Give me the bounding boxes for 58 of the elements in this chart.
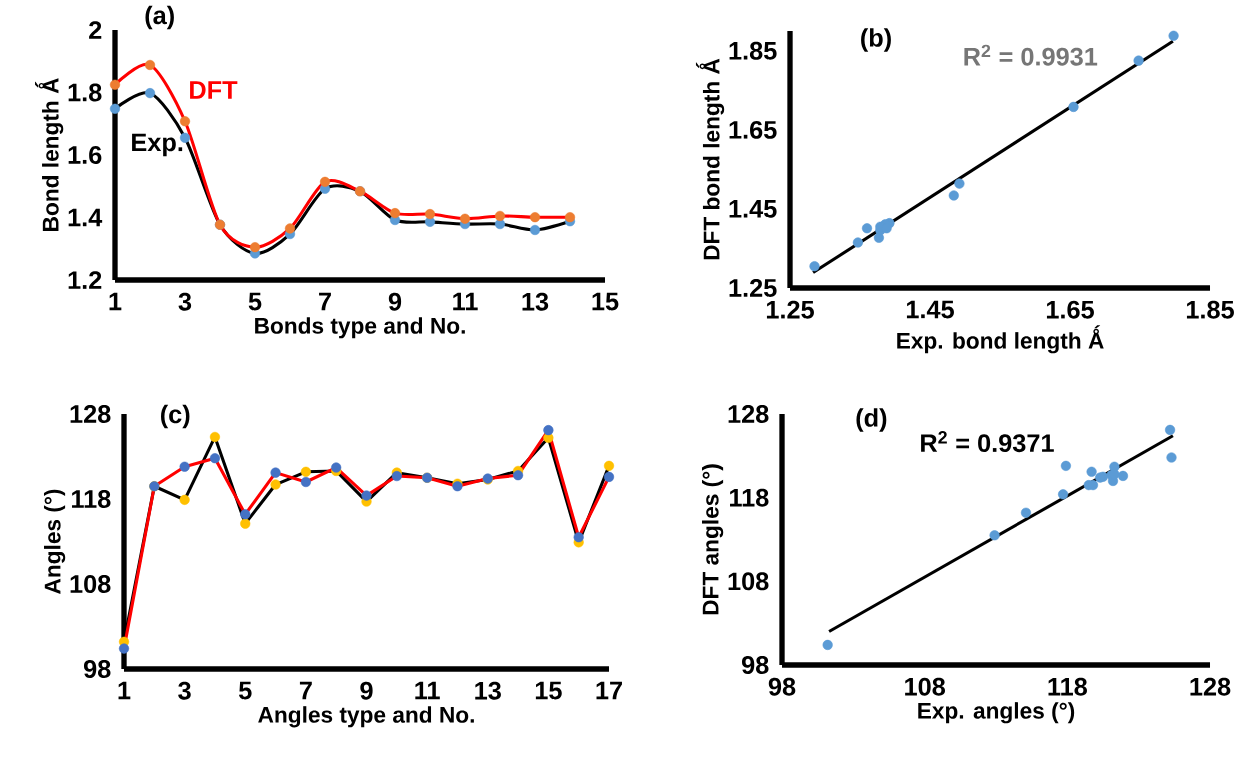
x-tick-label: 1.65	[1046, 300, 1094, 319]
x-axis-title: Bonds type and No.	[255, 317, 465, 339]
y-tick-label: 108	[728, 572, 769, 591]
x-tick-label: 17	[596, 681, 622, 700]
x-tick-label: 7	[319, 292, 331, 311]
annotation: R$^{2}$ = 0.9931	[964, 44, 1098, 66]
x-tick-label: 1	[118, 681, 131, 700]
y-axis-title: Angles (°)	[43, 489, 66, 594]
x-tick-label: 1	[109, 292, 122, 311]
x-tick-label: 128	[1190, 677, 1231, 696]
x-tick-label: 1.85	[1186, 300, 1234, 319]
x-tick-label: 11	[415, 681, 440, 700]
y-axis-title: Bond length Ǻ	[35, 78, 64, 231]
y-tick-label: 1.25	[729, 279, 777, 297]
y-tick-label: 1.2	[68, 271, 102, 289]
x-tick-label: 13	[475, 681, 501, 700]
x-tick-label: 1.45	[906, 300, 954, 319]
annotation: (c)	[161, 404, 190, 429]
y-tick-label: 1.45	[729, 200, 777, 218]
y-tick-label: 108	[70, 575, 111, 593]
y-tick-label: 118	[730, 488, 769, 507]
y-tick-label: 1.65	[729, 120, 777, 139]
y-axis-title: DFT angles (°)	[701, 464, 724, 615]
y-tick-label: 1.6	[68, 146, 102, 164]
x-tick-label: 13	[522, 292, 549, 311]
y-tick-label: 128	[728, 405, 769, 423]
y-axis-title: DFT bond length Ǻ	[695, 58, 725, 260]
x-tick-label: 7	[299, 681, 312, 700]
x-tick-label: 1.25	[766, 300, 814, 319]
x-tick-label: 15	[592, 292, 619, 311]
y-tick-label: 98	[83, 660, 111, 678]
x-tick-label: 108	[905, 677, 946, 696]
x-tick-label: 9	[388, 292, 402, 311]
x-tick-label: 15	[535, 681, 562, 700]
text: (a)	[145, 5, 174, 30]
x-axis-title: Exp. angles (°)	[918, 702, 1075, 724]
x-tick-label: 5	[238, 681, 252, 700]
y-tick-label: 2	[89, 21, 102, 39]
annotation: R$^{2}$ = 0.9371	[921, 431, 1054, 453]
y-tick-label: 128	[70, 405, 111, 423]
annotation: (d)	[856, 408, 887, 432]
x-tick-label: 3	[178, 681, 191, 700]
y-tick-label: 118	[72, 490, 111, 508]
series-label: Exp.	[132, 133, 183, 157]
y-tick-label: 1.8	[68, 83, 102, 102]
x-tick-label: 98	[768, 677, 796, 696]
x-tick-label: 3	[178, 292, 192, 311]
x-tick-label: 118	[1048, 677, 1087, 696]
y-tick-label: 98	[742, 656, 769, 674]
x-axis-title: Angles type and No.	[258, 706, 474, 728]
y-tick-label: 1.4	[68, 208, 103, 227]
series-label: DFT	[190, 81, 238, 99]
x-tick-label: 9	[360, 681, 373, 700]
annotation: (b)	[861, 28, 891, 52]
x-tick-label: 11	[453, 292, 478, 311]
y-tick-label: 1.85	[729, 41, 777, 60]
x-axis-title: Exp. bond length Ǻ	[897, 325, 1104, 354]
x-tick-label: 5	[248, 292, 262, 311]
